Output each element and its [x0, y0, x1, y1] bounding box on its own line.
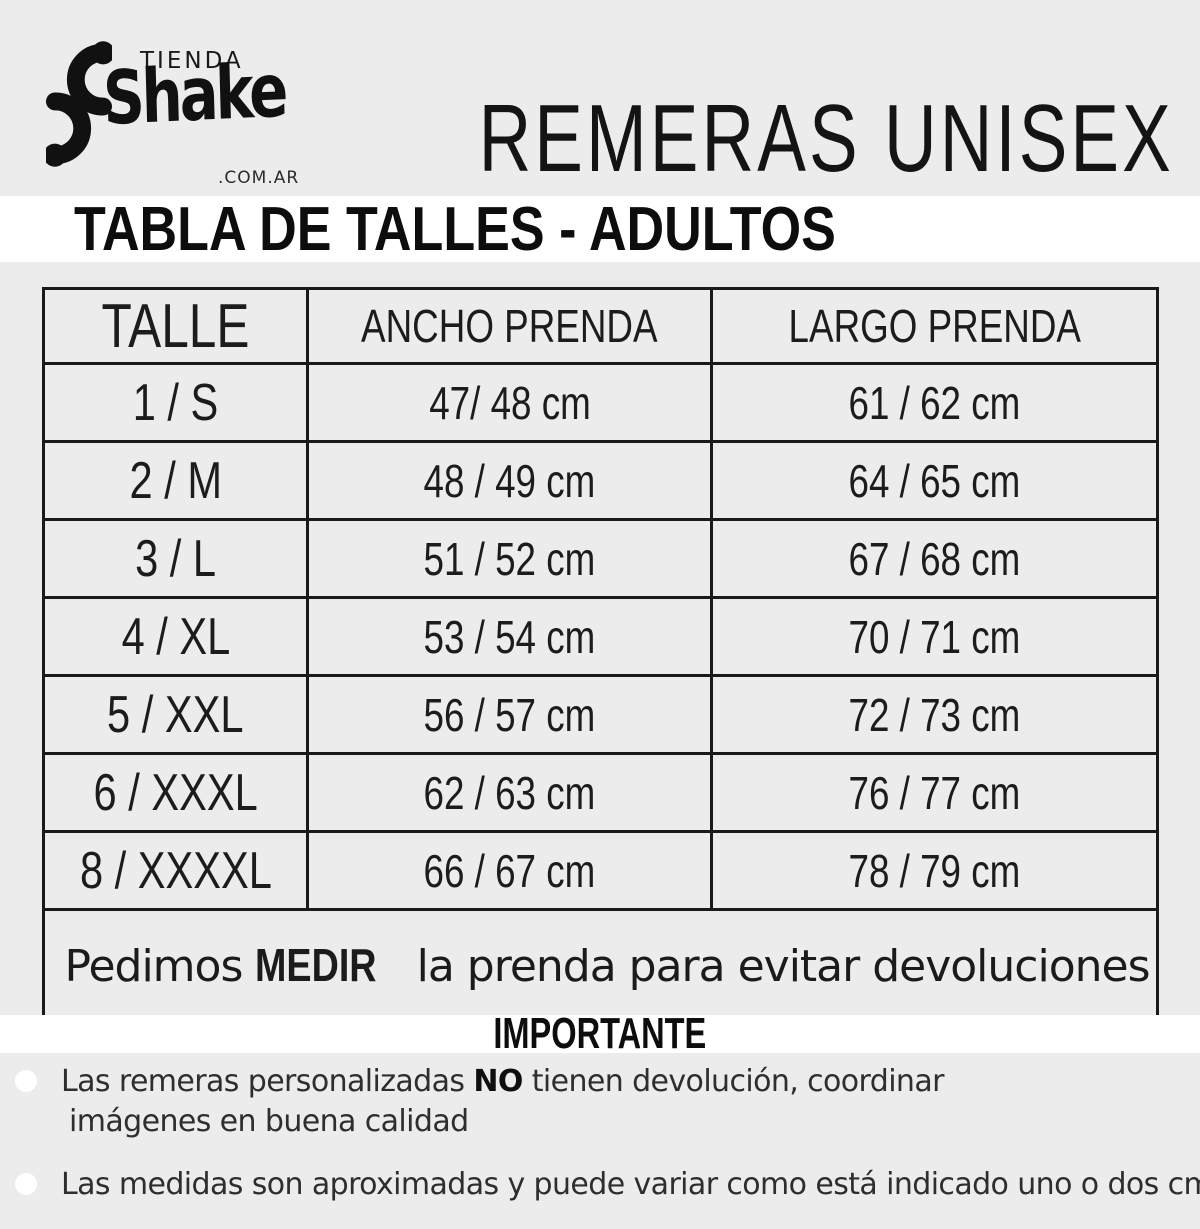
logo-domain-text: .COM.AR [218, 168, 300, 188]
table-row: 6 / XXXL 62 / 63 cm 76 / 77 cm [42, 752, 1159, 833]
header-ancho-prenda: ANCHO PRENDA [306, 287, 713, 365]
bullet-circle-icon [15, 1173, 37, 1196]
table-note-row: Pedimos MEDIR la prenda para evitar devo… [42, 908, 1159, 1022]
note-pre: Pedimos [64, 941, 256, 992]
important-band: IMPORTANTE [0, 1009, 1200, 1058]
page-title: REMERAS UNISEX [478, 85, 1174, 192]
size-chart-page: TIENDA Shake .COM.AR REMERAS UNISEX TABL… [0, 26, 1200, 1202]
largo-cell: 72 / 73 cm [710, 674, 1159, 755]
table-row: 3 / L 51 / 52 cm 67 / 68 cm [42, 518, 1159, 599]
ancho-cell: 56 / 57 cm [306, 674, 713, 755]
table-row: 5 / XXL 56 / 57 cm 72 / 73 cm [42, 674, 1159, 755]
ancho-cell: 51 / 52 cm [306, 518, 713, 599]
ancho-cell: 47/ 48 cm [306, 362, 713, 443]
largo-cell: 70 / 71 cm [710, 596, 1159, 677]
ancho-cell: 48 / 49 cm [306, 440, 713, 521]
note-line1: Las remeras personalizadas NO tienen dev… [61, 1064, 944, 1099]
note-text: Las remeras personalizadas NO tienen dev… [61, 1062, 944, 1141]
section-title-band: TABLA DE TALLES - ADULTOS [0, 194, 1200, 264]
header-talle: TALLE [42, 287, 309, 365]
no-bold-text: NO [473, 1064, 523, 1099]
table-header-row: TALLE ANCHO PRENDA LARGO PRENDA [42, 287, 1159, 365]
note-line2: imágenes en buena calidad [69, 1103, 469, 1139]
talle-cell: 2 / M [42, 440, 309, 521]
talle-cell: 6 / XXXL [42, 752, 309, 833]
talle-cell: 3 / L [42, 518, 309, 599]
note-text: Las medidas son aproximadas y puede vari… [61, 1165, 1200, 1205]
largo-cell: 61 / 62 cm [710, 362, 1159, 443]
talle-cell: 8 / XXXXL [42, 830, 309, 911]
note-post: la prenda para evitar devoluciones [403, 941, 1151, 992]
table-row: 8 / XXXXL 66 / 67 cm 78 / 79 cm [42, 830, 1159, 911]
measure-note: Pedimos MEDIR la prenda para evitar devo… [42, 908, 1159, 1022]
logo-shake-text: Shake [102, 47, 287, 142]
important-notes: Las remeras personalizadas NO tienen dev… [15, 1062, 1200, 1229]
logo-tienda-text: TIENDA [140, 48, 244, 74]
header-largo-prenda: LARGO PRENDA [710, 287, 1159, 365]
largo-cell: 78 / 79 cm [710, 830, 1159, 911]
largo-cell: 64 / 65 cm [710, 440, 1159, 521]
table-row: 1 / S 47/ 48 cm 61 / 62 cm [42, 362, 1159, 443]
note-line1: Las medidas son aproximadas y puede vari… [61, 1167, 1200, 1203]
bullet-circle-icon [15, 1070, 37, 1092]
table-row: 2 / M 48 / 49 cm 64 / 65 cm [42, 440, 1159, 521]
note-item-medidas: Las medidas son aproximadas y puede vari… [15, 1165, 1200, 1205]
size-table: TALLE ANCHO PRENDA LARGO PRENDA 1 / S 47… [42, 287, 1159, 1022]
talle-cell: 4 / XL [42, 596, 309, 677]
table-row: 4 / XL 53 / 54 cm 70 / 71 cm [42, 596, 1159, 677]
tienda-shake-logo: TIENDA Shake .COM.AR [40, 26, 360, 196]
largo-cell: 67 / 68 cm [710, 518, 1159, 599]
ancho-cell: 62 / 63 cm [306, 752, 713, 833]
section-title: TABLA DE TALLES - ADULTOS [74, 194, 836, 264]
largo-cell: 76 / 77 cm [710, 752, 1159, 833]
important-title: IMPORTANTE [493, 1009, 707, 1058]
note-item-personalizadas: Las remeras personalizadas NO tienen dev… [15, 1062, 1190, 1141]
ancho-cell: 53 / 54 cm [306, 596, 713, 677]
talle-cell: 5 / XXL [42, 674, 309, 755]
note-medir-bold: MEDIR [255, 939, 377, 991]
ancho-cell: 66 / 67 cm [306, 830, 713, 911]
talle-cell: 1 / S [42, 362, 309, 443]
shake-s-icon [46, 41, 112, 167]
